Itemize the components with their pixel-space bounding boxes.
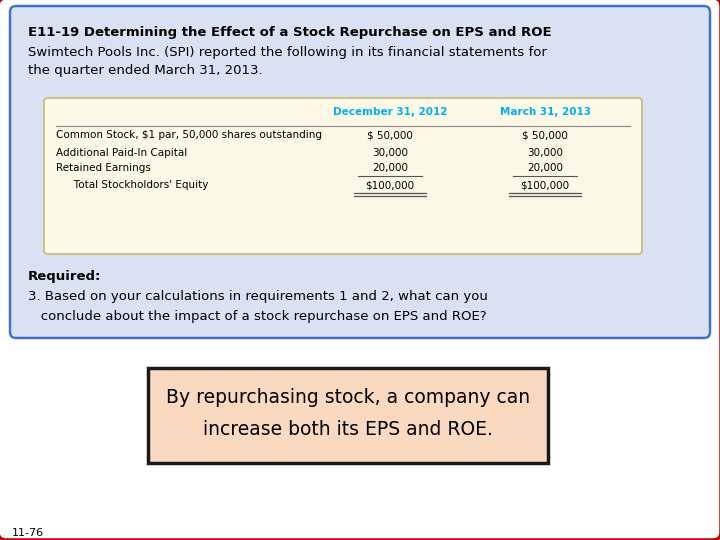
Text: By repurchasing stock, a company can: By repurchasing stock, a company can (166, 388, 530, 407)
Text: Required:: Required: (28, 270, 102, 283)
Text: 20,000: 20,000 (372, 163, 408, 173)
Text: Common Stock, $1 par, 50,000 shares outstanding: Common Stock, $1 par, 50,000 shares outs… (56, 130, 322, 140)
Text: conclude about the impact of a stock repurchase on EPS and ROE?: conclude about the impact of a stock rep… (28, 310, 487, 323)
Text: E11-19 Determining the Effect of a Stock Repurchase on EPS and ROE: E11-19 Determining the Effect of a Stock… (28, 26, 552, 39)
FancyBboxPatch shape (148, 368, 548, 463)
Text: $ 50,000: $ 50,000 (367, 130, 413, 140)
FancyBboxPatch shape (10, 6, 710, 338)
Text: Total Stockholdors' Equity: Total Stockholdors' Equity (64, 180, 208, 190)
Text: $ 50,000: $ 50,000 (522, 130, 568, 140)
Text: 30,000: 30,000 (372, 148, 408, 158)
Text: $100,000: $100,000 (521, 180, 570, 190)
FancyBboxPatch shape (44, 98, 642, 254)
Text: $100,000: $100,000 (366, 180, 415, 190)
Text: 30,000: 30,000 (527, 148, 563, 158)
Text: 3. Based on your calculations in requirements 1 and 2, what can you: 3. Based on your calculations in require… (28, 290, 488, 303)
Text: December 31, 2012: December 31, 2012 (333, 107, 447, 117)
Text: Retained Earnings: Retained Earnings (56, 163, 151, 173)
Text: 20,000: 20,000 (527, 163, 563, 173)
Text: Swimtech Pools Inc. (SPI) reported the following in its financial statements for: Swimtech Pools Inc. (SPI) reported the f… (28, 46, 547, 77)
Text: March 31, 2013: March 31, 2013 (500, 107, 590, 117)
Text: 11-76: 11-76 (12, 528, 44, 538)
Text: increase both its EPS and ROE.: increase both its EPS and ROE. (203, 420, 493, 439)
Text: Additional Paid-In Capital: Additional Paid-In Capital (56, 148, 187, 158)
